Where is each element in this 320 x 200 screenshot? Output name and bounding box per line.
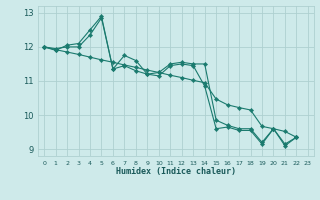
X-axis label: Humidex (Indice chaleur): Humidex (Indice chaleur) bbox=[116, 167, 236, 176]
